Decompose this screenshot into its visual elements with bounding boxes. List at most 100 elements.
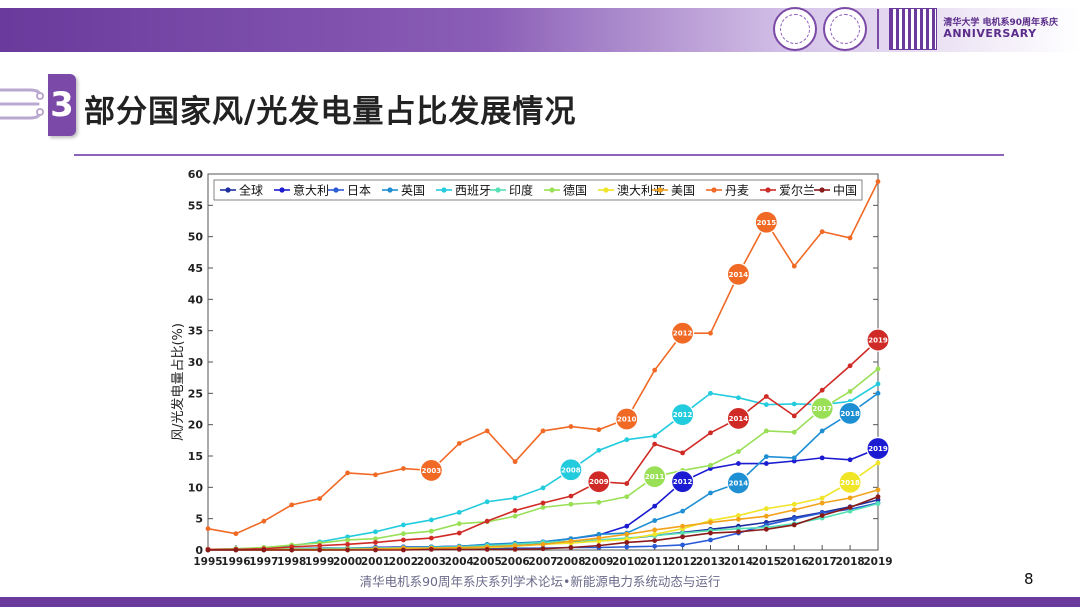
data-point [819,513,825,518]
data-point [540,500,546,506]
data-point [819,495,825,501]
data-point [736,461,741,466]
data-point [345,541,350,547]
data-point [736,395,741,401]
section-number-badge: 3 [48,74,76,136]
data-point [456,521,462,527]
data-point [680,542,685,548]
annotation-西班牙-2008: 2008 [559,458,583,482]
annotation-丹麦-2012: 2012 [670,321,695,345]
annotation-bubble [559,458,583,482]
data-point [875,179,881,184]
annotation-label: 2010 [617,416,637,424]
legend-label: 日本 [347,184,371,198]
data-point [680,530,685,536]
annotation-label: 2014 [729,415,749,423]
data-point [512,513,518,519]
data-point [373,529,378,535]
data-point [875,494,881,500]
data-point [456,441,462,446]
x-tick-label: 2010 [612,556,641,568]
x-tick-label: 2008 [556,556,585,568]
anniversary-mark-icon [889,8,938,50]
data-point [568,501,574,507]
legend-label: 全球 [239,183,263,198]
data-point [484,518,490,524]
data-point [484,499,490,505]
data-point [652,531,658,537]
footer-bar [0,597,1080,607]
chart-container: 0 5 10 15 20 25 30 35 40 45 50 55 60 1995 1996 1997 199… [168,166,898,574]
data-point [819,500,825,506]
annotation-bubble [670,321,695,345]
data-point [847,363,853,369]
x-tick-label: 2001 [361,556,390,568]
legend-swatch-marker [549,187,555,193]
data-point [289,547,295,553]
data-point [317,496,323,502]
x-tick-label: 2012 [668,556,697,568]
x-tick-label: 2015 [752,556,781,568]
data-point [652,433,658,439]
x-tick-label: 2002 [389,556,418,568]
legend-item-爱尔兰: 爱尔兰 [760,183,815,198]
annotation-bubble [587,470,611,494]
data-point [847,389,853,394]
data-point [791,263,797,269]
data-point [791,516,797,522]
logo-divider [877,9,880,49]
data-point [763,428,769,434]
data-point [512,508,518,513]
data-point [652,441,658,447]
data-point [680,523,685,529]
data-point [568,424,574,429]
data-point [289,502,295,508]
data-point [708,530,713,536]
annotation-label: 2014 [729,479,749,487]
data-point [596,531,602,537]
annotation-bubble [726,471,751,495]
series-layer [205,179,881,553]
data-point [791,413,797,419]
data-point [708,330,713,336]
data-point [708,537,713,543]
data-point [708,463,713,468]
data-point [512,546,518,552]
legend-item-中国: 中国 [814,183,857,198]
annotation-西班牙-2012: 2012 [670,403,695,427]
data-point [345,547,350,553]
data-point [540,541,546,547]
data-point [456,546,462,552]
annotation-label: 2015 [757,219,777,227]
x-tick-label: 2019 [863,556,892,568]
y-axis: 0 5 10 15 20 25 30 35 40 45 50 55 60 [188,168,878,557]
legend-item-印度: 印度 [490,183,533,198]
university-seal-icon [773,7,818,51]
data-point [763,526,769,532]
data-point [763,394,769,399]
annotation-爱尔兰-2019: 2019 [866,328,890,352]
legend-label: 印度 [509,183,533,198]
y-tick-label: 25 [188,387,203,400]
connector-wires-icon [0,88,44,120]
data-point [484,428,490,434]
data-point [680,534,685,540]
data-point [875,487,881,493]
page-title: 部分国家风/光发电量占比发展情况 [84,94,577,130]
data-point [875,381,881,387]
annotation-label: 2008 [561,466,581,474]
annotation-英国-2014: 2014 [726,471,751,495]
data-point [736,516,741,522]
data-point [261,518,267,524]
page-number: 8 [1024,570,1034,588]
data-point [596,543,602,549]
legend-item-英国: 英国 [382,184,425,198]
y-axis-label: 风/光发电量占比(%) [170,323,186,441]
data-point [428,517,434,523]
data-point [819,455,825,461]
data-point [233,531,239,537]
x-tick-label: 2014 [724,556,753,568]
data-point [736,513,741,518]
data-point [819,387,825,393]
legend-item-丹麦: 丹麦 [706,184,749,198]
